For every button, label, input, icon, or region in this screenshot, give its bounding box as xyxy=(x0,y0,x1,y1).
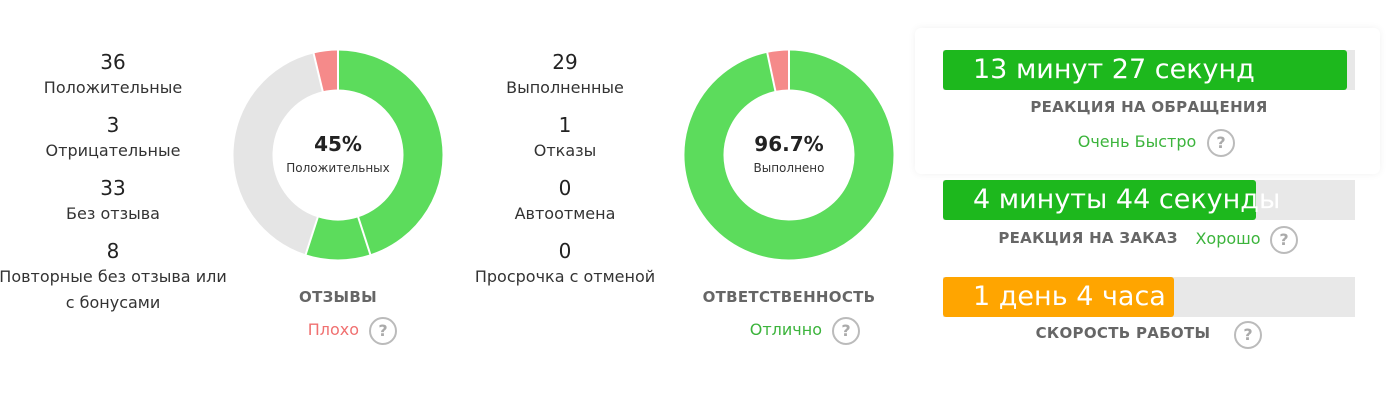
metric-title: СКОРОСТЬ РАБОТЫ xyxy=(1035,324,1211,342)
donut-segment xyxy=(313,50,339,92)
stat-value: 36 xyxy=(100,50,126,74)
donut-segment xyxy=(684,50,894,260)
metric-title: РЕАКЦИЯ НА ЗАКАЗ xyxy=(998,229,1178,247)
segment-gap xyxy=(312,51,325,94)
section-title: ОТЗЫВЫ xyxy=(299,288,377,306)
donut-center-label: Выполнено xyxy=(753,161,825,175)
stat-label: Без отзыва xyxy=(66,204,160,223)
help-icon[interactable]: ? xyxy=(832,317,860,345)
bar-track: 13 минут 27 секунд xyxy=(943,50,1355,90)
donut xyxy=(233,49,443,260)
help-icon[interactable]: ? xyxy=(1207,129,1235,157)
rating: Плохо xyxy=(307,320,359,339)
stat-value: 1 xyxy=(558,113,572,137)
metric-title: РЕАКЦИЯ НА ОБРАЩЕНИЯ xyxy=(1030,98,1268,116)
donut-segment xyxy=(337,50,443,255)
bar-fill xyxy=(943,277,1174,317)
stat-value: 3 xyxy=(106,113,120,137)
help-icon[interactable]: ? xyxy=(1234,321,1262,349)
stat-value: 0 xyxy=(558,176,572,200)
bar-text: 13 минут 27 секунд xyxy=(973,54,1255,85)
stat-label: Отрицательные xyxy=(45,141,181,160)
bar-track: 1 день 4 часа xyxy=(943,277,1355,317)
donut-segment xyxy=(305,217,371,260)
stat-value: 8 xyxy=(106,239,120,263)
donut xyxy=(684,49,894,260)
stat-label: Просрочка с отменой xyxy=(474,267,656,286)
donut-segment xyxy=(233,53,324,255)
stat-label: Повторные без отзыва или с бонусами xyxy=(0,267,227,312)
section-title: ОТВЕТСТВЕННОСТЬ xyxy=(702,288,876,306)
bar-fill xyxy=(943,50,1347,90)
rating: Хорошо xyxy=(1195,229,1261,248)
donut-segment xyxy=(767,50,790,92)
rating: Очень Быстро xyxy=(1077,132,1197,151)
rating: Отлично xyxy=(749,320,822,339)
segment-gap xyxy=(765,51,777,93)
segment-gap xyxy=(356,215,372,257)
stat-value: 33 xyxy=(100,176,126,200)
stat-label: Отказы xyxy=(533,141,597,160)
stat-value: 0 xyxy=(558,239,572,263)
help-icon[interactable]: ? xyxy=(1270,226,1298,254)
bar-fill xyxy=(943,180,1257,220)
stat-label: Выполненные xyxy=(506,78,624,97)
donut-center-value: 45% xyxy=(314,132,362,156)
bar-text: 4 минуты 44 секунды xyxy=(973,184,1281,215)
stat-value: 29 xyxy=(552,50,578,74)
bar-text: 1 день 4 часа xyxy=(973,281,1166,312)
stat-label: Положительные xyxy=(43,78,183,97)
stat-label: Автоотмена xyxy=(514,204,616,223)
bar-track: 4 минуты 44 секунды xyxy=(943,180,1355,220)
help-icon[interactable]: ? xyxy=(369,317,397,345)
segment-gap xyxy=(304,215,320,257)
donut-center-value: 96.7% xyxy=(754,132,824,156)
donut-center-label: Положительных xyxy=(286,161,390,175)
